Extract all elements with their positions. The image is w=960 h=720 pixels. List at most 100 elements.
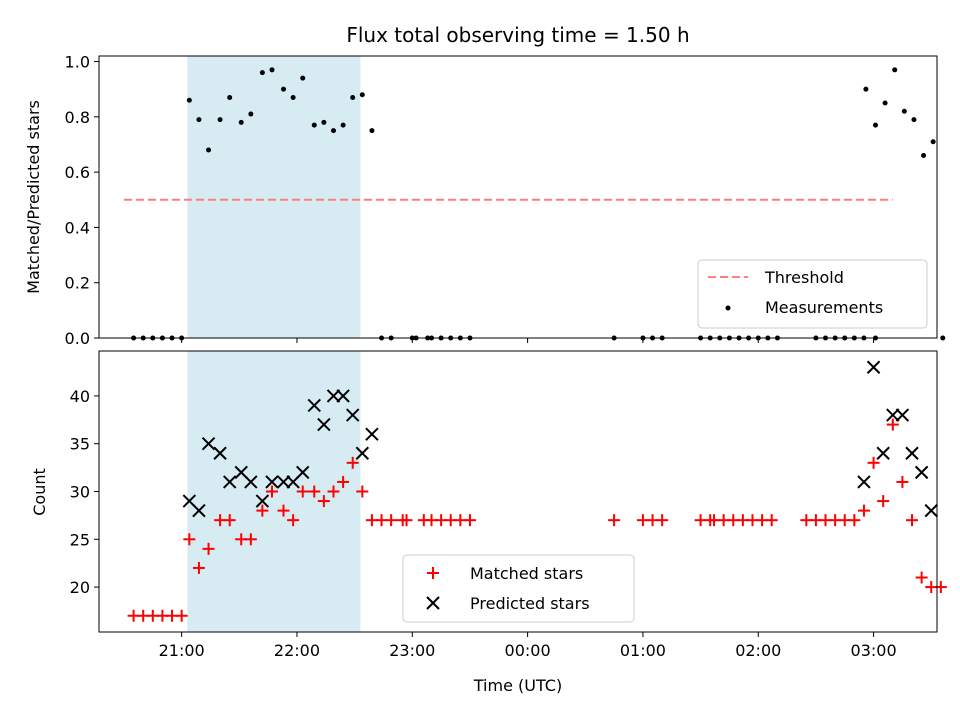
- top-ytick-label: 1.0: [65, 53, 90, 72]
- matched-star-point: [400, 514, 413, 527]
- matched-star-point: [608, 514, 621, 527]
- top-ytick-label: 0.0: [65, 329, 90, 348]
- measurement-point: [340, 122, 346, 128]
- measurement-point: [369, 128, 375, 134]
- matched-star-point: [317, 495, 330, 508]
- bottom-ytick-label: 25: [70, 530, 90, 549]
- measurement-point: [206, 147, 212, 153]
- predicted-star-point: [317, 417, 331, 432]
- predicted-star-point: [244, 475, 258, 489]
- matched-star-point: [857, 504, 870, 517]
- xtick-label: 02:00: [735, 641, 781, 660]
- predicted-star-point: [924, 503, 938, 518]
- bottom-plot-frame: [98, 350, 938, 633]
- matched-star-point: [256, 504, 269, 517]
- bottom-ytick-label: 30: [70, 483, 90, 502]
- measurement-point: [863, 86, 869, 92]
- predicted-star-point: [866, 360, 881, 374]
- measurement-point: [921, 153, 927, 159]
- predicted-star-point: [895, 408, 910, 422]
- predicted-star-point: [296, 465, 310, 480]
- predicted-star-point: [336, 389, 350, 403]
- bottom-ytick-label: 35: [70, 435, 90, 454]
- measurement-point: [290, 94, 296, 100]
- legend-measurements-label: Measurements: [765, 298, 883, 317]
- legend-measurements-swatch: [725, 305, 731, 311]
- predicted-star-point: [876, 446, 890, 460]
- top-plot-frame: [98, 55, 938, 339]
- matched-star-point: [867, 456, 880, 469]
- measurement-point: [940, 335, 946, 341]
- predicted-star-point: [355, 446, 370, 460]
- matched-star-point: [915, 571, 928, 584]
- predicted-star-point: [222, 475, 237, 489]
- measurement-point: [911, 117, 917, 123]
- measurement-point: [238, 119, 244, 125]
- bottom-legend: Matched stars Predicted stars: [402, 554, 635, 623]
- predicted-star-point: [276, 475, 291, 489]
- predicted-star-point: [255, 494, 270, 508]
- top-ytick-label: 0.6: [65, 163, 90, 182]
- bottom-panel: 20 25 30 35 40 21:00 22:00 23:00 00:00 01:00 02:0…: [30, 350, 947, 695]
- predicted-star-point: [265, 475, 279, 489]
- measurement-point: [930, 139, 936, 145]
- legend-predicted-label: Predicted stars: [470, 594, 590, 613]
- matched-star-point: [223, 514, 236, 527]
- bottom-legend-box: [402, 554, 635, 623]
- predicted-star-point: [307, 398, 321, 413]
- matched-star-point: [244, 533, 257, 546]
- top-ytick-label: 0.2: [65, 274, 90, 293]
- predicted-star-point: [326, 389, 341, 403]
- measurement-point: [269, 67, 275, 73]
- measurement-point: [321, 119, 327, 125]
- matched-star-point: [192, 561, 205, 574]
- bottom-y-axis-label: Count: [30, 468, 49, 516]
- legend-threshold-label: Threshold: [764, 268, 844, 287]
- xtick-label: 21:00: [159, 641, 205, 660]
- predicted-star-point: [857, 475, 871, 489]
- measurement-point: [300, 75, 306, 81]
- matched-star-point: [765, 514, 778, 527]
- x-axis-label: Time (UTC): [473, 676, 562, 695]
- measurement-point: [281, 86, 287, 92]
- measurement-point: [901, 108, 907, 114]
- matched-star-point: [656, 514, 669, 527]
- top-highlight-span: [187, 56, 361, 338]
- matched-star-point: [277, 504, 290, 517]
- measurement-point: [186, 97, 192, 103]
- matched-star-point: [287, 514, 300, 527]
- matched-star-point: [202, 542, 215, 555]
- measurement-point: [359, 92, 365, 98]
- predicted-star-point: [914, 465, 929, 480]
- matched-star-point: [327, 485, 340, 498]
- bottom-ytick-label: 20: [70, 578, 90, 597]
- xtick-label: 23:00: [389, 641, 435, 660]
- measurement-point: [892, 67, 898, 73]
- predicted-star-point: [905, 446, 919, 460]
- xtick-label: 00:00: [505, 641, 551, 660]
- matched-star-point: [896, 475, 909, 488]
- matched-star-point: [385, 514, 398, 527]
- measurement-point: [350, 94, 356, 100]
- predicted-star-point: [886, 408, 900, 422]
- xtick-label: 22:00: [274, 641, 320, 660]
- matched-star-point: [308, 485, 321, 498]
- chart-title: Flux total observing time = 1.50 h: [346, 23, 689, 47]
- measurement-point: [259, 70, 265, 76]
- measurement-point: [217, 117, 223, 123]
- measurement-point: [330, 128, 336, 134]
- matched-star-point: [848, 514, 861, 527]
- matched-star-point: [463, 514, 476, 527]
- matched-star-point: [356, 485, 369, 498]
- predicted-star-point: [201, 437, 216, 451]
- predicted-star-point: [365, 427, 379, 441]
- matched-star-point: [877, 495, 890, 508]
- legend-matched-swatch: [427, 567, 439, 579]
- measurement-point: [882, 100, 888, 106]
- top-ytick-label: 0.4: [65, 218, 90, 237]
- matched-star-point: [337, 475, 350, 488]
- matched-star-point: [175, 609, 188, 622]
- top-y-axis-label: Matched/Predicted stars: [24, 100, 43, 294]
- matched-star-point: [296, 485, 309, 498]
